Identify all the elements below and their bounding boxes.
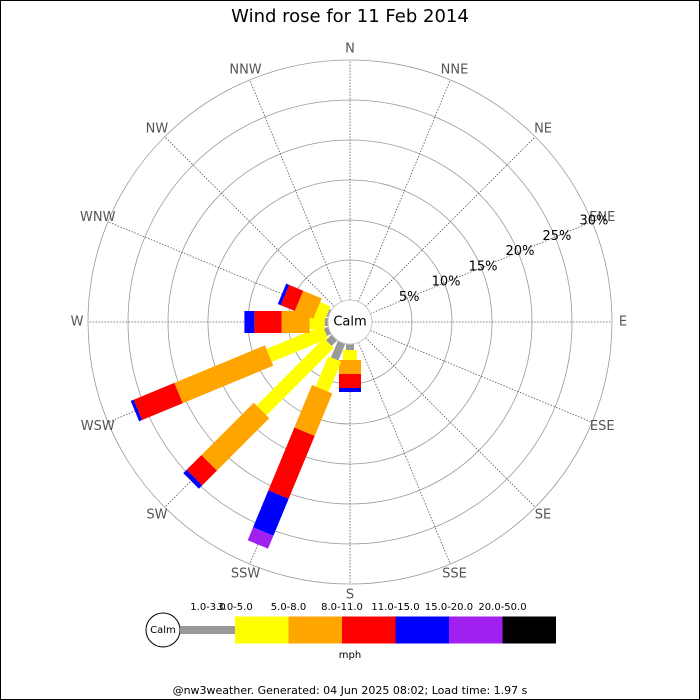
legend-label: 3.0-5.0 — [217, 602, 252, 613]
legend-swatch — [342, 616, 396, 644]
bar-segment — [174, 345, 274, 404]
direction-bar — [247, 340, 346, 549]
direction-label: N — [345, 42, 355, 57]
bar-segment — [280, 284, 304, 312]
direction-label: S — [346, 588, 354, 603]
bar-segment — [133, 382, 183, 421]
bar-segment — [183, 469, 203, 489]
bar-segment — [315, 356, 342, 392]
bar-segment — [309, 315, 325, 329]
bar-segment — [130, 399, 143, 422]
bar-segment — [281, 311, 310, 333]
bar-segment — [294, 385, 333, 436]
direction-label: E — [619, 315, 627, 330]
bar-segment — [268, 427, 315, 499]
direction-label: SSE — [442, 567, 467, 582]
ring-label: 10% — [432, 275, 461, 290]
legend-swatch — [449, 616, 503, 644]
legend-label: 20.0-50.0 — [478, 602, 526, 613]
bar-segment — [186, 455, 217, 486]
direction-label: W — [71, 315, 84, 330]
ring-label: 15% — [469, 259, 498, 274]
spoke — [370, 221, 593, 314]
direction-label: NNE — [441, 62, 469, 77]
legend-title: mph — [339, 650, 361, 661]
spoke — [358, 342, 451, 565]
spoke — [365, 337, 536, 508]
direction-label: WNW — [80, 210, 116, 225]
direction-label: SW — [146, 508, 167, 523]
bar-segment — [330, 340, 346, 361]
direction-label: NE — [534, 121, 552, 136]
ring — [127, 99, 573, 545]
spoke — [164, 136, 335, 307]
calm-circle — [327, 299, 373, 345]
bar-segment — [326, 309, 332, 318]
spoke — [249, 79, 342, 302]
direction-label: SE — [535, 508, 551, 523]
spoke — [358, 79, 451, 302]
bar-segment — [339, 360, 361, 374]
direction-label: WSW — [81, 419, 115, 434]
legend-label: 1.0-3.0 — [190, 602, 225, 613]
bar-segment — [346, 344, 354, 350]
direction-label: ENE — [589, 210, 615, 225]
bar-segment — [256, 338, 334, 416]
bar-segment — [294, 290, 322, 319]
legend-label: 11.0-15.0 — [371, 602, 419, 613]
legend-calm-label: Calm — [150, 625, 176, 636]
legend-swatch — [180, 626, 235, 634]
ring-label: 25% — [542, 229, 571, 244]
legend-swatch — [288, 616, 342, 644]
legend-label: 15.0-20.0 — [425, 602, 473, 613]
spoke — [370, 330, 593, 423]
bar-segment — [339, 374, 361, 388]
footer: @nw3weather. Generated: 04 Jun 2025 08:0… — [173, 684, 528, 697]
bar-segment — [253, 490, 289, 536]
bar-segment — [247, 527, 274, 549]
direction-label: NW — [146, 121, 169, 136]
chart-title: Wind rose for 11 Feb 2014 — [231, 6, 469, 27]
direction-bar — [244, 311, 328, 333]
direction-label: ESE — [590, 419, 615, 434]
bar-segment — [339, 388, 361, 392]
ring-label: 20% — [506, 244, 535, 259]
bar-segment — [254, 311, 282, 333]
ring-label: 5% — [399, 290, 420, 305]
legend-swatch — [502, 616, 556, 644]
direction-label: NNW — [229, 62, 261, 77]
legend-swatch — [395, 616, 449, 644]
bar-segment — [266, 325, 328, 362]
legend-label: 5.0-8.0 — [271, 602, 306, 613]
calm-label: Calm — [333, 315, 366, 330]
bar-segment — [277, 283, 290, 306]
bar-segment — [201, 402, 270, 471]
legend-swatch — [235, 616, 289, 644]
direction-label: SSW — [231, 567, 261, 582]
direction-bar — [339, 344, 361, 392]
bar-segment — [323, 326, 332, 336]
direction-bar — [183, 334, 338, 489]
legend-label: 8.0-11.0 — [321, 602, 363, 613]
bar-segment — [343, 350, 357, 360]
direction-bar — [277, 283, 332, 320]
bar-segment — [314, 302, 331, 320]
bar-segment — [324, 318, 328, 326]
ring-label: 30% — [579, 213, 608, 228]
spoke — [365, 136, 536, 307]
direction-bar — [130, 325, 332, 422]
ring — [87, 59, 613, 585]
bar-segment — [244, 311, 255, 333]
